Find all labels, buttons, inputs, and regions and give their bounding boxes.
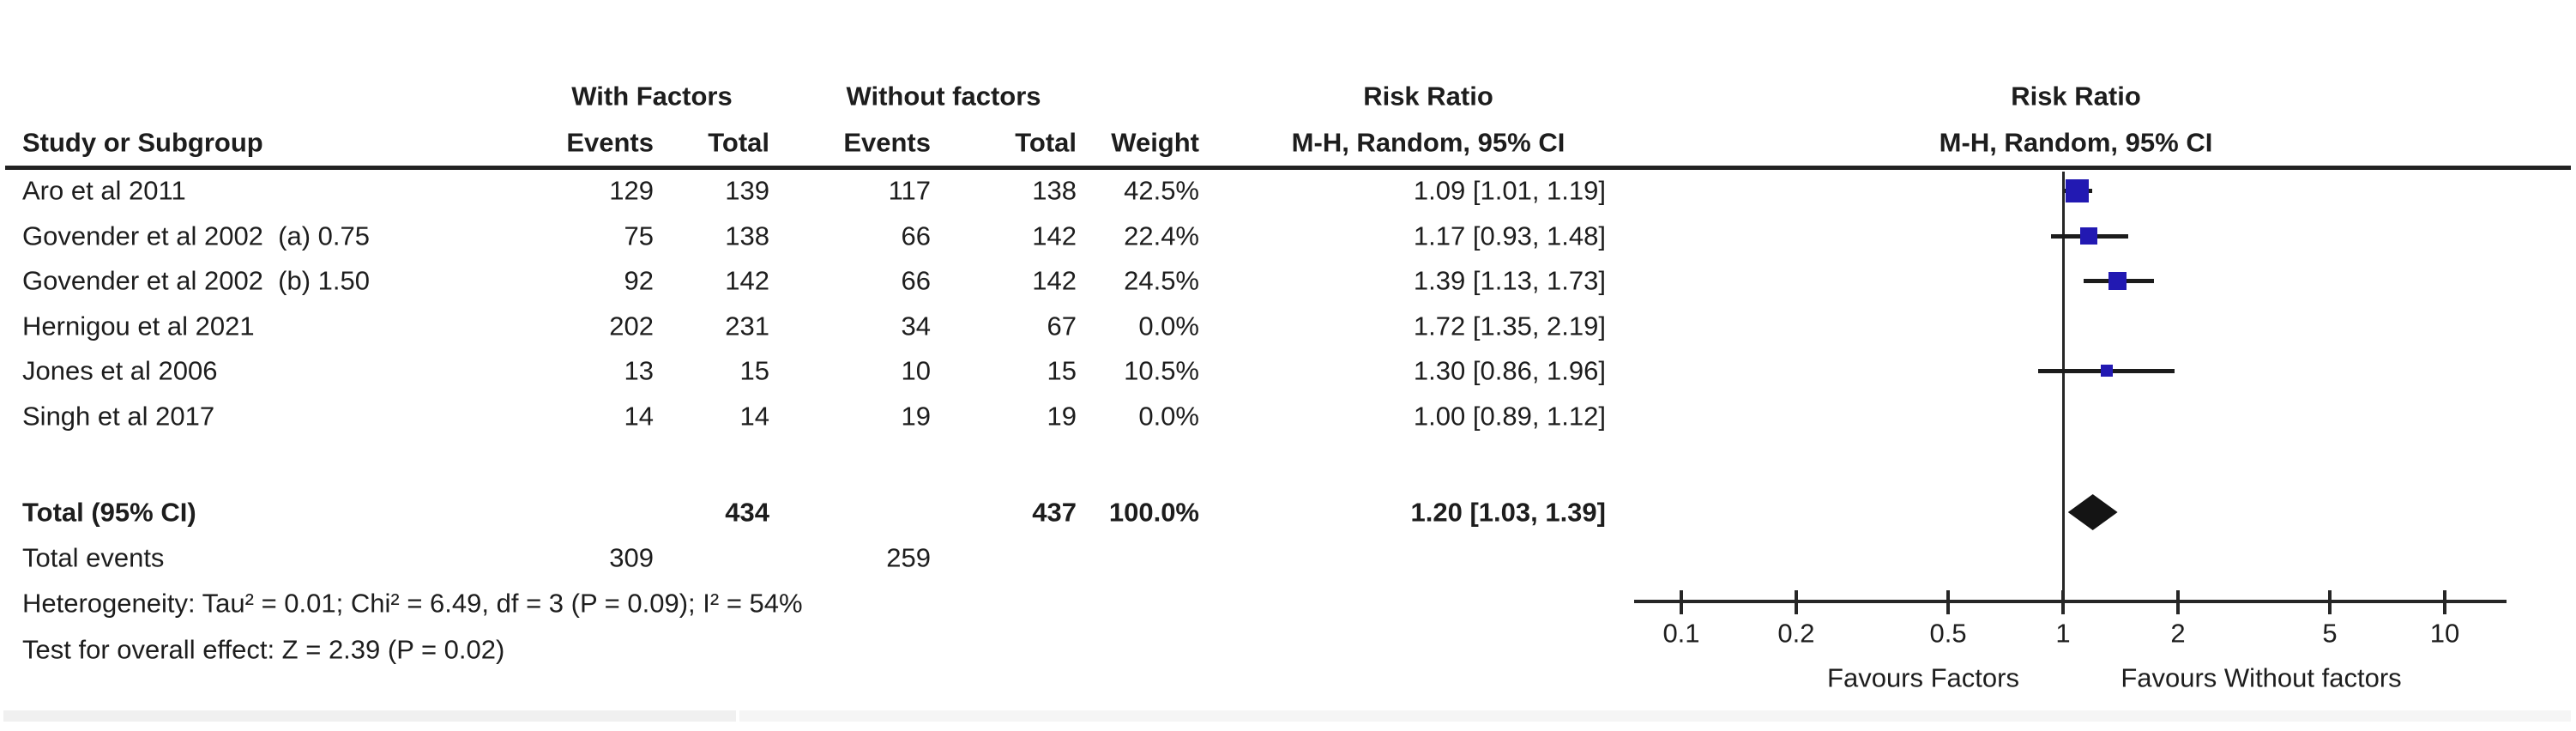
x-axis-tick-label: 0.5 bbox=[1929, 618, 1967, 649]
rr-ci-cell: 1.30 [0.86, 1.96] bbox=[1413, 355, 1606, 386]
null-effect-line bbox=[2061, 172, 2065, 603]
column-header-events-with: Events bbox=[566, 127, 654, 158]
plot-header-mh-random-ci: M-H, Random, 95% CI bbox=[1939, 127, 2213, 158]
overall-effect-note: Test for overall effect: Z = 2.39 (P = 0… bbox=[22, 634, 505, 665]
x-axis-tick bbox=[2328, 590, 2332, 614]
bottom-band-left bbox=[3, 710, 736, 722]
weight-cell: 10.5% bbox=[1124, 355, 1199, 386]
point-estimate-square bbox=[2100, 365, 2113, 377]
events-with-cell: 202 bbox=[609, 311, 654, 341]
column-header-risk-ratio: Risk Ratio bbox=[1363, 81, 1493, 112]
x-axis-tick-label: 0.1 bbox=[1662, 618, 1700, 649]
total-without-cell: 19 bbox=[1047, 401, 1077, 432]
weight-cell: 42.5% bbox=[1124, 175, 1199, 206]
events-without-cell: 66 bbox=[901, 265, 931, 296]
favours-left-label: Favours Factors bbox=[1827, 662, 2019, 693]
events-without-cell: 66 bbox=[901, 221, 931, 251]
rr-ci-cell: 1.00 [0.89, 1.12] bbox=[1413, 401, 1606, 432]
events-without-cell: 19 bbox=[901, 401, 931, 432]
study-name-cell: Govender et al 2002 (b) 1.50 bbox=[22, 265, 370, 296]
study-name-cell: Govender et al 2002 (a) 0.75 bbox=[22, 221, 370, 251]
column-header-total-without: Total bbox=[1015, 127, 1077, 158]
study-name-cell: Aro et al 2011 bbox=[22, 175, 186, 206]
weight-cell: 0.0% bbox=[1138, 401, 1199, 432]
events-with-cell: 13 bbox=[624, 355, 654, 386]
column-header-total-with: Total bbox=[708, 127, 769, 158]
group-header-with-factors: With Factors bbox=[571, 81, 733, 112]
total-with-cell: 14 bbox=[739, 401, 769, 432]
column-header-weight: Weight bbox=[1111, 127, 1199, 158]
rr-ci-cell: 1.09 [1.01, 1.19] bbox=[1413, 175, 1606, 206]
x-axis-tick bbox=[2175, 590, 2180, 614]
x-axis-tick bbox=[2061, 590, 2065, 614]
x-axis-tick-label: 1 bbox=[2055, 618, 2071, 649]
weight-cell: 24.5% bbox=[1124, 265, 1199, 296]
weight-cell: 22.4% bbox=[1124, 221, 1199, 251]
x-axis-tick-label: 2 bbox=[2170, 618, 2186, 649]
events-with-cell: 92 bbox=[624, 265, 654, 296]
group-header-without-factors: Without factors bbox=[846, 81, 1041, 112]
total-with-cell: 142 bbox=[725, 265, 769, 296]
events-with-cell: 75 bbox=[624, 221, 654, 251]
point-estimate-square bbox=[2108, 271, 2127, 290]
total-without-cell: 15 bbox=[1047, 355, 1077, 386]
x-axis-tick bbox=[2443, 590, 2446, 614]
x-axis-tick-label: 5 bbox=[2322, 618, 2338, 649]
rr-ci-cell: 1.39 [1.13, 1.73] bbox=[1413, 265, 1606, 296]
rr-ci-cell: 1.17 [0.93, 1.48] bbox=[1413, 221, 1606, 251]
point-estimate-square bbox=[2080, 227, 2098, 245]
favours-right-label: Favours Without factors bbox=[2121, 662, 2402, 693]
header-rule bbox=[5, 166, 2571, 170]
column-header-events-without: Events bbox=[843, 127, 931, 158]
total-without-cell: 142 bbox=[1032, 265, 1077, 296]
total-events-without-cell: 259 bbox=[886, 542, 931, 573]
total-row-label: Total (95% CI) bbox=[22, 497, 196, 528]
rr-ci-cell: 1.72 [1.35, 2.19] bbox=[1413, 311, 1606, 341]
x-axis-tick-label: 10 bbox=[2429, 618, 2460, 649]
weight-cell: 0.0% bbox=[1138, 311, 1199, 341]
events-with-cell: 14 bbox=[624, 401, 654, 432]
summary-diamond bbox=[2067, 494, 2118, 530]
heterogeneity-note: Heterogeneity: Tau² = 0.01; Chi² = 6.49,… bbox=[22, 588, 803, 619]
total-with-cell: 231 bbox=[725, 311, 769, 341]
x-axis-tick bbox=[1680, 590, 1683, 614]
total-without-cell: 437 bbox=[1032, 497, 1077, 528]
x-axis-tick bbox=[1794, 590, 1798, 614]
column-header-study: Study or Subgroup bbox=[22, 127, 263, 158]
total-with-cell: 434 bbox=[725, 497, 769, 528]
x-axis-tick bbox=[1946, 590, 1951, 614]
column-header-mh-random-ci: M-H, Random, 95% CI bbox=[1291, 127, 1566, 158]
bottom-band-right bbox=[739, 710, 2571, 722]
total-with-cell: 138 bbox=[725, 221, 769, 251]
total-without-cell: 142 bbox=[1032, 221, 1077, 251]
plot-header-risk-ratio: Risk Ratio bbox=[2011, 81, 2141, 112]
total-with-cell: 15 bbox=[739, 355, 769, 386]
total-with-cell: 139 bbox=[725, 175, 769, 206]
x-axis bbox=[1634, 600, 2507, 603]
events-with-cell: 129 bbox=[609, 175, 654, 206]
events-without-cell: 10 bbox=[901, 355, 931, 386]
total-weight-cell: 100.0% bbox=[1108, 497, 1199, 528]
study-name-cell: Jones et al 2006 bbox=[22, 355, 218, 386]
x-axis-tick-label: 0.2 bbox=[1777, 618, 1815, 649]
total-rr-ci-cell: 1.20 [1.03, 1.39] bbox=[1410, 497, 1607, 528]
events-without-cell: 117 bbox=[888, 175, 931, 206]
total-without-cell: 138 bbox=[1032, 175, 1077, 206]
study-name-cell: Hernigou et al 2021 bbox=[22, 311, 255, 341]
point-estimate-square bbox=[2066, 178, 2090, 202]
study-name-cell: Singh et al 2017 bbox=[22, 401, 215, 432]
total-events-label: Total events bbox=[22, 542, 165, 573]
events-without-cell: 34 bbox=[901, 311, 931, 341]
total-events-with-cell: 309 bbox=[609, 542, 654, 573]
total-without-cell: 67 bbox=[1047, 311, 1077, 341]
